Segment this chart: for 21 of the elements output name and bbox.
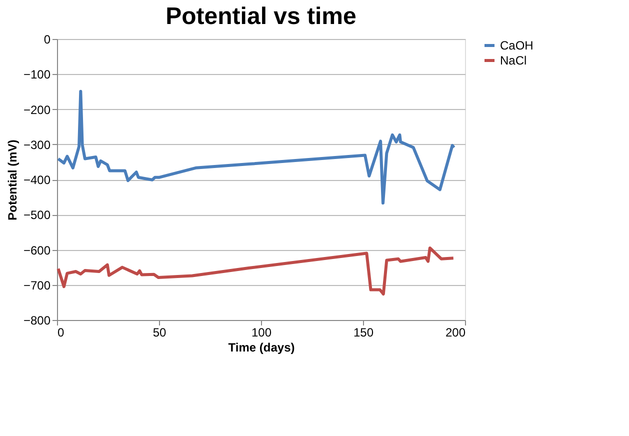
y-tick-label: −400 bbox=[23, 173, 51, 187]
chart-title: Potential vs time bbox=[166, 3, 356, 30]
y-tick-label: −100 bbox=[23, 68, 51, 82]
x-tick-label: 150 bbox=[353, 326, 374, 340]
x-axis-title: Time (days) bbox=[228, 340, 295, 354]
y-axis-title: Potential (mV) bbox=[5, 140, 20, 220]
y-tick-label: −800 bbox=[23, 314, 51, 328]
x-tick-label: 0 bbox=[58, 326, 64, 340]
y-tick-label: 0 bbox=[44, 32, 51, 46]
y-tick-label: −200 bbox=[23, 102, 51, 117]
line-series bbox=[56, 246, 455, 296]
y-tick-label: −500 bbox=[23, 208, 51, 222]
y-tick-label: −600 bbox=[23, 243, 51, 258]
line-series bbox=[56, 90, 456, 205]
x-tick-label: 100 bbox=[251, 326, 272, 340]
x-tick-label: 200 bbox=[445, 326, 466, 340]
x-tick-label: 50 bbox=[152, 326, 166, 340]
legend-label: NaCl bbox=[500, 54, 527, 68]
y-tick-label: −300 bbox=[23, 138, 51, 152]
y-tick-label: −700 bbox=[23, 278, 51, 292]
legend-label: CaOH bbox=[500, 38, 534, 52]
